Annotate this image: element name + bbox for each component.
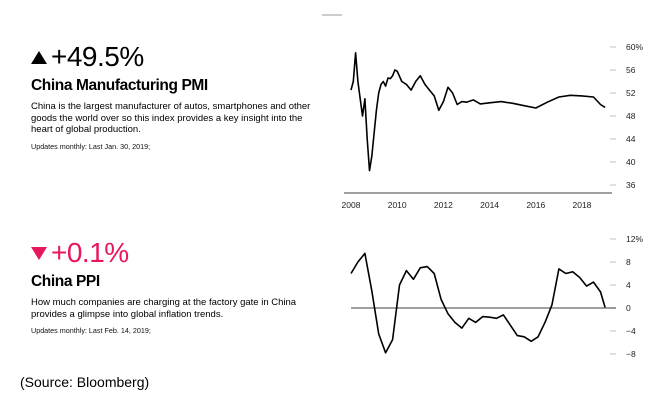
pmi-ytick-label: 44 — [626, 134, 636, 144]
ppi-updates: Updates monthly: Last Feb. 14, 2019; — [31, 326, 151, 335]
ppi-ytick-label: 0 — [626, 303, 631, 313]
pmi-ytick-label: 36 — [626, 180, 636, 190]
pmi-xtick-label: 2012 — [434, 200, 453, 210]
pmi-chart: 60% 56 52 48 44 40 36 2008 2010 2012 2014 2016 2018 — [342, 42, 644, 210]
ppi-ytick-label: 8 — [626, 257, 631, 267]
arrow-down-icon — [31, 246, 47, 260]
pmi-ytick-label: 52 — [626, 88, 636, 98]
pmi-info: +49.5% China Manufacturing PMI China is … — [31, 40, 321, 151]
pmi-ytick-label: 40 — [626, 157, 636, 167]
ppi-ytick-label: 12% — [626, 234, 643, 244]
pmi-updates: Updates monthly: Last Jan. 30, 2019; — [31, 141, 151, 151]
ppi-panel: +0.1% China PPI How much companies are c… — [0, 222, 664, 372]
pmi-xtick-label: 2014 — [480, 200, 499, 210]
ppi-description: How much companies are charging at the f… — [31, 297, 297, 320]
source-note: (Source: Bloomberg) — [20, 374, 150, 390]
ppi-info: +0.1% China PPI How much companies are c… — [31, 236, 321, 335]
pmi-ytick-label: 48 — [626, 111, 636, 121]
ppi-ytick-label: −8 — [626, 349, 636, 359]
pmi-change-row: +49.5% — [31, 40, 321, 74]
ppi-change-value: +0.1% — [51, 237, 129, 268]
ppi-ytick-label: 4 — [626, 280, 631, 290]
pmi-xtick-label: 2018 — [573, 200, 592, 210]
arrow-up-icon — [31, 50, 47, 64]
ppi-change-row: +0.1% — [31, 236, 321, 270]
pmi-xtick-label: 2016 — [526, 200, 545, 210]
pmi-xtick-label: 2010 — [388, 200, 407, 210]
ppi-series-line — [350, 252, 606, 354]
ppi-ytick-label: −4 — [626, 326, 636, 336]
ppi-chart: 12% 8 4 0 −4 −8 — [350, 234, 643, 359]
pmi-series-line — [350, 51, 606, 172]
pmi-ytick-label: 56 — [626, 65, 636, 75]
pmi-xtick-label: 2008 — [342, 200, 361, 210]
ppi-title: China PPI — [31, 273, 100, 290]
pmi-panel: +49.5% China Manufacturing PMI China is … — [31, 40, 644, 210]
pmi-description: China is the largest manufacturer of aut… — [31, 101, 311, 135]
header-decoration — [322, 14, 342, 16]
pmi-title: China Manufacturing PMI — [31, 77, 208, 94]
pmi-ytick-label: 60% — [626, 42, 643, 52]
pmi-change-value: +49.5% — [51, 41, 144, 72]
